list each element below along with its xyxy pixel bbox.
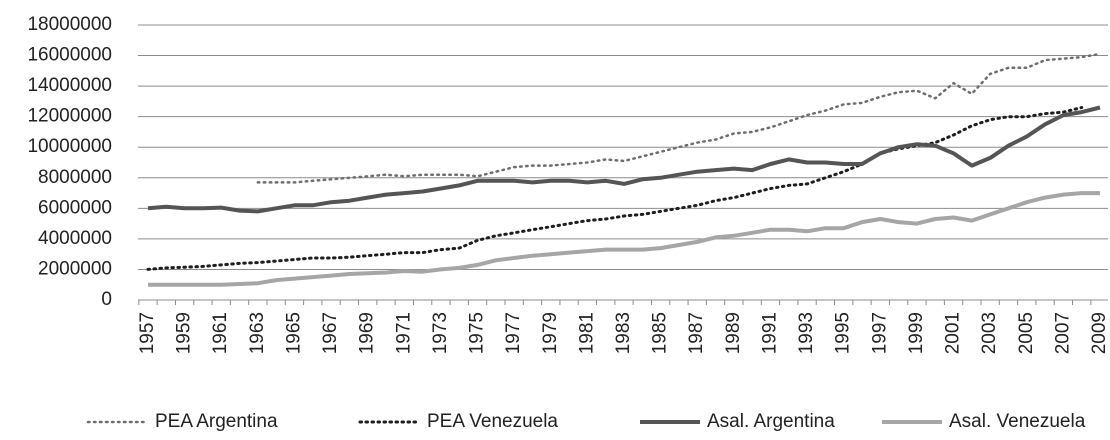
x-tick-label: 1967 — [320, 312, 341, 354]
x-tick-label: 1965 — [283, 312, 304, 354]
x-tick-label: 1959 — [174, 312, 195, 354]
x-tick-label: 1969 — [357, 312, 378, 354]
x-tick-label: 1981 — [576, 312, 597, 354]
x-tick-label: 2007 — [1052, 312, 1073, 354]
y-tick-label: 14000000 — [27, 75, 112, 96]
legend-label: PEA Argentina — [155, 411, 278, 432]
x-tick-label: 1973 — [430, 312, 451, 354]
y-tick-label: 18000000 — [27, 14, 112, 35]
legend-label: PEA Venezuela — [427, 411, 558, 432]
x-tick-label: 1995 — [833, 312, 854, 354]
x-tick-label: 1977 — [503, 312, 524, 354]
x-tick-label: 1971 — [393, 312, 414, 354]
x-tick-label: 1991 — [759, 312, 780, 354]
series-line — [146, 106, 1084, 271]
x-tick-label: 2001 — [943, 312, 964, 354]
y-tick-label: 0 — [101, 289, 112, 310]
legend-label: Asal. Venezuela — [949, 411, 1086, 432]
x-tick-label: 1999 — [906, 312, 927, 354]
y-tick-label: 10000000 — [27, 136, 112, 157]
x-tick-label: 2003 — [979, 312, 1000, 354]
x-tick-label: 1983 — [613, 312, 634, 354]
x-tick-label: 1989 — [723, 312, 744, 354]
legend-label: Asal. Argentina — [707, 411, 835, 432]
y-tick-label: 8000000 — [38, 167, 112, 188]
x-tick-label: 1997 — [869, 312, 890, 354]
x-tick-label: 1957 — [137, 312, 158, 354]
x-tick-label: 1961 — [210, 312, 231, 354]
x-tick-label: 1979 — [540, 312, 561, 354]
x-tick-label: 1993 — [796, 312, 817, 354]
y-tick-label: 6000000 — [38, 197, 112, 218]
y-tick-label: 4000000 — [38, 228, 112, 249]
x-tick-label: 1975 — [467, 312, 488, 354]
x-tick-label: 2009 — [1089, 312, 1110, 354]
series-line — [256, 52, 1102, 184]
y-tick-label: 12000000 — [27, 106, 112, 127]
x-tick-label: 1987 — [686, 312, 707, 354]
y-tick-label: 16000000 — [27, 45, 112, 66]
x-tick-label: 1963 — [247, 312, 268, 354]
x-tick-label: 1985 — [650, 312, 671, 354]
series-line — [147, 105, 1101, 214]
series-line — [148, 191, 1100, 287]
y-tick-label: 2000000 — [38, 258, 112, 279]
x-tick-label: 2005 — [1016, 312, 1037, 354]
